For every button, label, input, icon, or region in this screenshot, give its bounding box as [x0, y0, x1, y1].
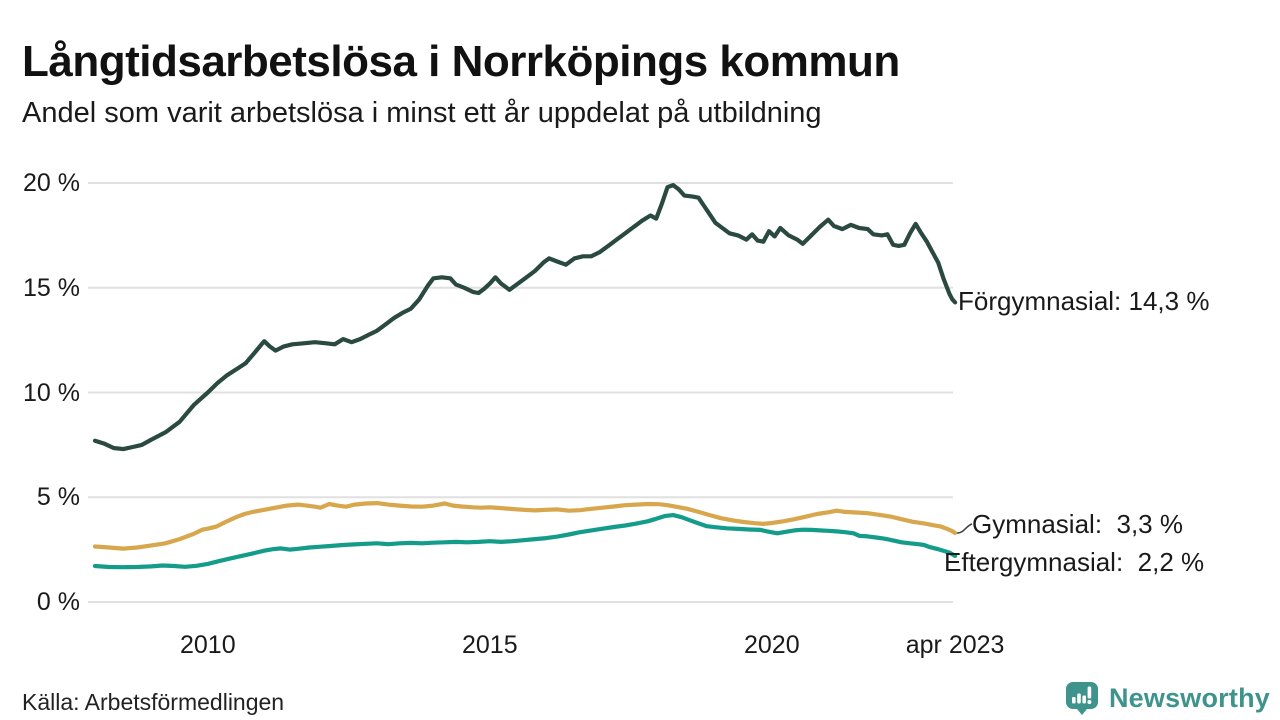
source-note: Källa: Arbetsförmedlingen [22, 689, 285, 715]
y-tick-label: 0 % [36, 588, 80, 616]
page-title: Långtidsarbetslösa i Norrköpings kommun [22, 37, 900, 87]
page-subtitle: Andel som varit arbetslösa i minst ett å… [22, 97, 822, 129]
series-label-forgymnasial: Förgymnasial: 14,3 % [958, 286, 1210, 316]
y-tick-label: 15 % [23, 273, 80, 302]
x-tick-label: apr 2023 [905, 631, 1005, 659]
x-tick-label: 2020 [743, 631, 800, 659]
series-label-gymnasial: Gymnasial: 3,3 % [972, 509, 1183, 539]
y-tick-label: 5 % [36, 483, 80, 512]
newsworthy-logo[interactable]: Newsworthy [1064, 680, 1270, 716]
series-label-eftergymnasial: Eftergymnasial: 2,2 % [944, 547, 1205, 577]
bar-chart-speech-bubble-icon [1065, 682, 1098, 715]
x-tick-label: 2010 [179, 631, 236, 659]
series-line-gymnasial [92, 501, 958, 551]
series-line-forgymnasial [92, 183, 958, 452]
y-tick-label: 10 % [23, 378, 80, 407]
y-tick-label: 20 % [23, 169, 80, 197]
newsworthy-wordmark: Newsworthy [1108, 682, 1270, 713]
x-tick-label: 2015 [461, 631, 518, 659]
gymnasial-label-leader-line [956, 523, 973, 534]
series-line-eftergymnasial [92, 512, 958, 570]
